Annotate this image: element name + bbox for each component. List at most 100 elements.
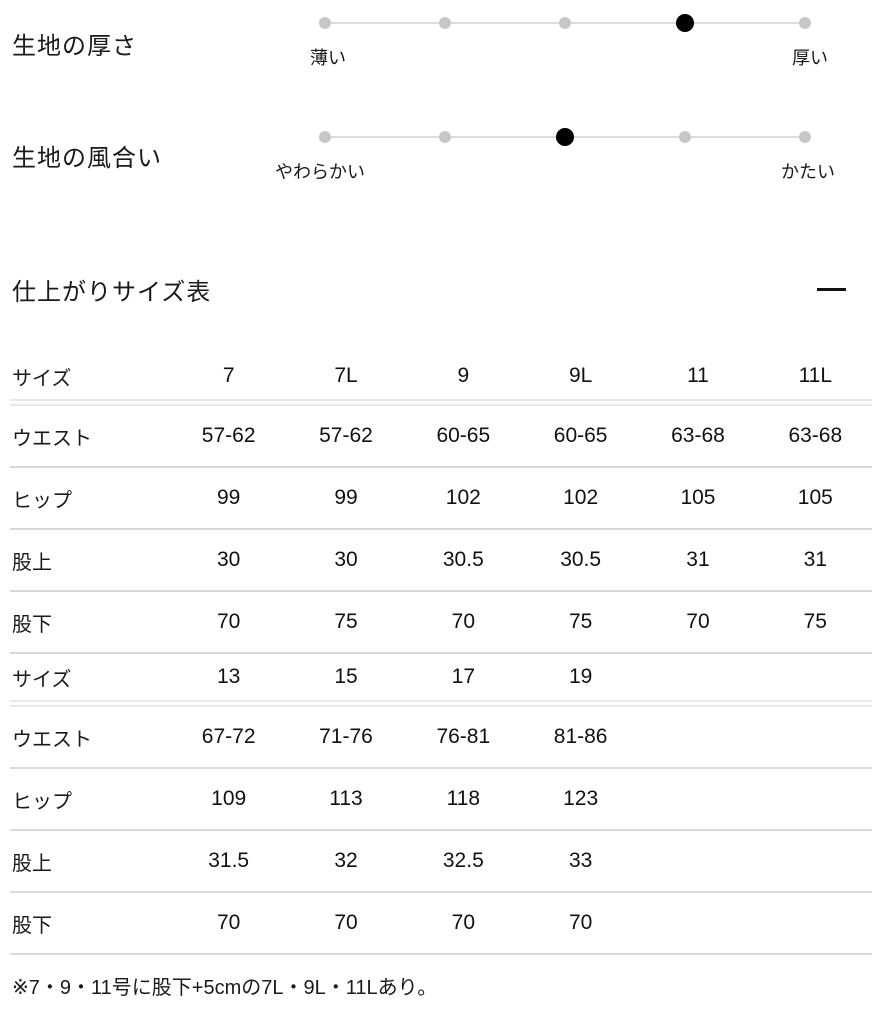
- row-label: 股下: [12, 914, 52, 937]
- table-cell: 70: [451, 610, 475, 633]
- table-cell: 57-62: [319, 424, 373, 447]
- table-cell: 105: [797, 486, 833, 509]
- table-cell: 113: [329, 787, 363, 810]
- table-cell: 60-65: [553, 424, 608, 447]
- scale-title: 生地の厚さ: [12, 33, 137, 60]
- row-divider: [10, 953, 872, 955]
- row-divider: [10, 590, 872, 592]
- table-cell: 11: [687, 364, 709, 387]
- table-row: ウエスト 57-62 57-62 60-65 60-65 63-68 63-68: [0, 406, 882, 466]
- table-cell: 70: [334, 911, 358, 934]
- table-cell: 30: [334, 548, 358, 571]
- scale-max-label: かたい: [781, 162, 835, 182]
- collapse-minus-icon[interactable]: [817, 288, 846, 291]
- table-row: 股下 70 70 70 70: [0, 893, 882, 953]
- scale-max-label: 厚い: [792, 48, 828, 68]
- table-cell: 70: [686, 610, 710, 633]
- row-label: ウエスト: [12, 427, 92, 450]
- scale-active-dot: [556, 128, 574, 146]
- table-cell: 70: [216, 610, 241, 633]
- table-cell: 102: [563, 486, 599, 509]
- row-label: ウエスト: [12, 728, 92, 751]
- scale-dot: [439, 17, 451, 29]
- table-cell: 70: [451, 911, 475, 934]
- scale-dot: [679, 131, 691, 143]
- row-label: サイズ: [12, 367, 72, 390]
- table-cell: 75: [568, 610, 593, 633]
- table-cell: 9L: [568, 364, 593, 387]
- table-cell: 76-81: [436, 725, 491, 748]
- scale-dot: [559, 17, 571, 29]
- size-table-title: 仕上がりサイズ表: [12, 279, 212, 306]
- table-cell: 7: [222, 364, 235, 387]
- table-cell: 7L: [334, 364, 358, 387]
- scale-min-label: 薄い: [310, 48, 346, 68]
- scale-dot: [319, 131, 331, 143]
- row-label: サイズ: [12, 668, 72, 691]
- table-cell: 31.5: [208, 849, 250, 872]
- table-cell: 109: [211, 787, 247, 810]
- table-cell: 81-86: [553, 725, 608, 748]
- table-cell: 11L: [798, 364, 833, 387]
- table-cell: 105: [680, 486, 716, 509]
- scale-track: [319, 14, 811, 32]
- scale-dot: [319, 17, 331, 29]
- table-cell: 67-72: [201, 725, 256, 748]
- table-cell: 70: [568, 911, 593, 934]
- row-label: ヒップ: [12, 489, 72, 512]
- table-cell: 75: [803, 610, 827, 633]
- scale-min-label: やわらかい: [275, 162, 365, 182]
- table-row: サイズ 7 7L 9 9L 11 11L: [0, 353, 882, 399]
- table-cell: 99: [216, 486, 241, 509]
- table-cell: 63-68: [671, 424, 725, 447]
- fabric-scales-section: 生地の厚さ 薄い 厚い 生地の風合い やわらかい かたい: [0, 0, 882, 250]
- table-cell: 17: [451, 665, 475, 688]
- table-row: 股下 70 75 70 75 70 75: [0, 592, 882, 652]
- size-note: ※7・9・11号に股下+5cmの7L・9L・11Lあり。: [12, 977, 438, 999]
- table-cell: 63-68: [788, 424, 843, 447]
- table-cell: 57-62: [201, 424, 256, 447]
- scale-active-dot: [676, 14, 694, 32]
- scale-dot: [799, 131, 811, 143]
- table-cell: 30.5: [560, 548, 602, 571]
- row-divider: [10, 767, 872, 769]
- size-table: サイズ 7 7L 9 9L 11 11L ウエスト 57-62 57-62 60-65 60-65 63…: [0, 353, 882, 955]
- table-cell: 13: [216, 665, 241, 688]
- table-cell: 118: [446, 787, 481, 810]
- table-cell: 99: [334, 486, 358, 509]
- table-row: 股上 30 30 30.5 30.5 31 31: [0, 530, 882, 590]
- table-cell: 60-65: [436, 424, 491, 447]
- table-row: サイズ 13 15 17 19: [0, 654, 882, 700]
- table-cell: 123: [563, 787, 599, 810]
- table-cell: 31: [686, 548, 710, 571]
- table-cell: 71-76: [319, 725, 373, 748]
- scale-title: 生地の風合い: [12, 145, 162, 172]
- table-cell: 31: [803, 548, 827, 571]
- row-label: 股下: [12, 613, 52, 636]
- row-label: ヒップ: [12, 790, 72, 813]
- table-row: 股上 31.5 32 32.5 33: [0, 831, 882, 891]
- row-label: 股上: [12, 551, 52, 574]
- table-cell: 30: [216, 548, 241, 571]
- scale-dot: [799, 17, 811, 29]
- row-divider: [10, 652, 872, 654]
- size-section-header: 仕上がりサイズ表: [0, 250, 882, 307]
- table-row: ヒップ 99 99 102 102 105 105: [0, 468, 882, 528]
- row-divider: [10, 399, 872, 406]
- table-cell: 15: [334, 665, 358, 688]
- row-divider: [10, 891, 872, 893]
- row-divider: [10, 528, 872, 530]
- table-cell: 102: [445, 486, 481, 509]
- row-divider: [10, 466, 872, 468]
- table-cell: 75: [334, 610, 358, 633]
- table-cell: 19: [568, 665, 593, 688]
- row-label: 股上: [12, 852, 52, 875]
- table-row: ウエスト 67-72 71-76 76-81 81-86: [0, 707, 882, 767]
- table-cell: 33: [568, 849, 593, 872]
- table-cell: 30.5: [442, 548, 484, 571]
- scale-dot: [439, 131, 451, 143]
- row-divider: [10, 700, 872, 707]
- row-divider: [10, 829, 872, 831]
- table-cell: 32: [334, 849, 358, 872]
